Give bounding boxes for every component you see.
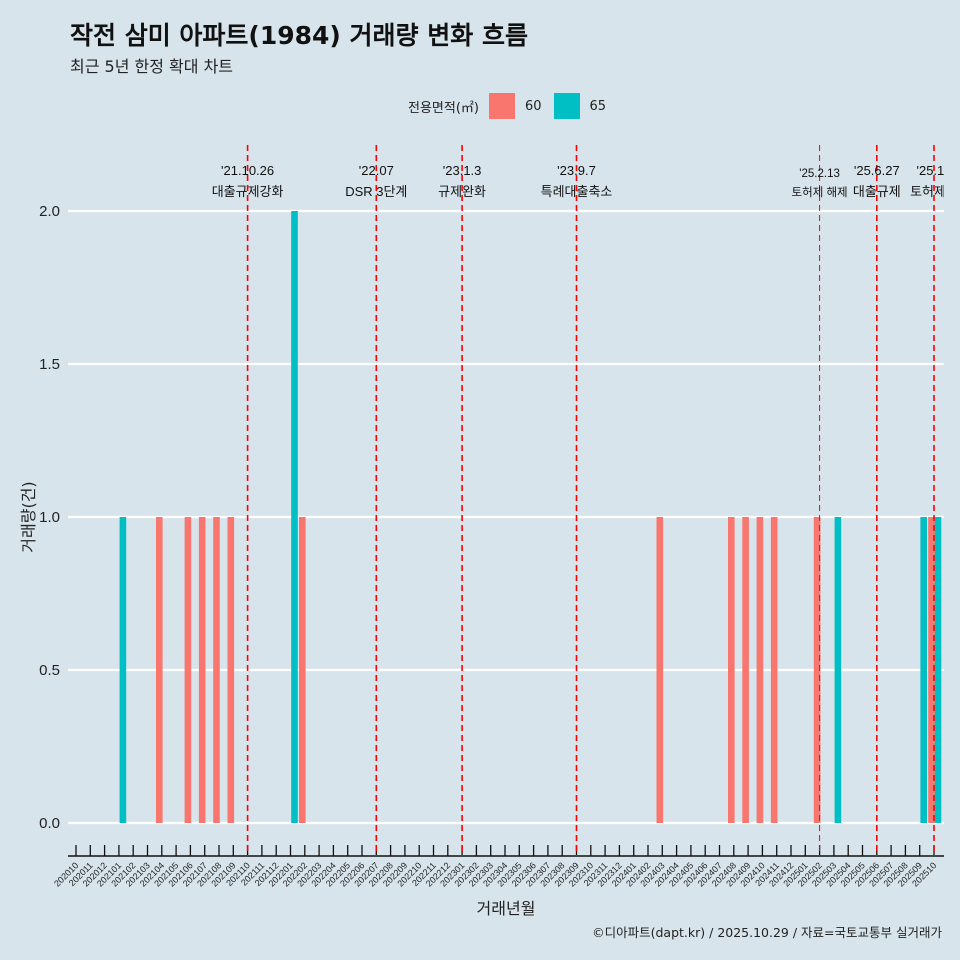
- bar-60: [299, 517, 306, 823]
- bar-60: [184, 517, 192, 823]
- event-date: '21.10.26: [221, 163, 274, 178]
- bar-60: [813, 517, 821, 823]
- event-date: '23.1.3: [443, 163, 482, 178]
- event-date: '22.07: [359, 163, 394, 178]
- caption: ©디아파트(dapt.kr) / 2025.10.29 / 자료=국토교통부 실…: [592, 925, 942, 940]
- bar-60: [770, 517, 778, 823]
- legend-swatch-65: [553, 93, 580, 119]
- x-axis-title: 거래년월: [477, 899, 536, 918]
- y-axis-title: 거래량(건): [19, 481, 38, 552]
- bar-60: [756, 517, 764, 823]
- event-date: '25.6.27: [854, 163, 900, 178]
- bar-60: [156, 517, 163, 823]
- bar-60: [198, 517, 206, 823]
- bar-65: [119, 517, 127, 823]
- y-tick-label: 1.5: [39, 356, 60, 373]
- bar-65: [934, 517, 942, 823]
- legend-label-60: 60: [524, 98, 542, 114]
- bar-60: [742, 517, 749, 823]
- bar-60: [728, 517, 735, 823]
- y-tick-label: 1.0: [39, 509, 60, 526]
- event-date: '25.2.13: [799, 168, 840, 180]
- annotation-layer: '21.10.26 대출규제강화 '22.07 DSR 3단계 '23.1.3 규제완화 '…: [212, 145, 958, 856]
- event-label: 대출규제강화: [212, 184, 284, 199]
- event-date: '25.10: [916, 163, 951, 178]
- bar-60: [213, 517, 220, 823]
- event-label: 대출규제: [853, 184, 901, 199]
- legend-label-65: 65: [589, 98, 607, 114]
- legend-swatch-60: [488, 93, 515, 119]
- bar-65: [291, 211, 298, 823]
- event-label: 토허제재: [910, 184, 958, 199]
- legend-title: 전용면적(㎡): [408, 100, 479, 116]
- y-tick-label: 2.0: [39, 203, 60, 220]
- bar-60: [928, 517, 935, 823]
- bar-60: [656, 517, 664, 823]
- chart-title: 작전 삼미 아파트(1984) 거래량 변화 흐름: [70, 21, 528, 50]
- bar-65: [834, 517, 842, 823]
- chart-subtitle: 최근 5년 한정 확대 차트: [70, 57, 234, 76]
- y-tick-label: 0.0: [39, 815, 60, 832]
- event-date: '23.9.7: [557, 163, 596, 178]
- event-label: DSR 3단계: [345, 184, 407, 199]
- event-label: 규제완화: [438, 184, 486, 199]
- bar-65: [920, 517, 927, 823]
- event-label: 특례대출축소: [541, 184, 613, 199]
- legend: 전용면적(㎡) 60 65: [408, 93, 608, 119]
- bar-60: [227, 517, 235, 823]
- y-tick-label: 0.5: [39, 662, 60, 679]
- event-label: 토허제 해제: [792, 186, 848, 199]
